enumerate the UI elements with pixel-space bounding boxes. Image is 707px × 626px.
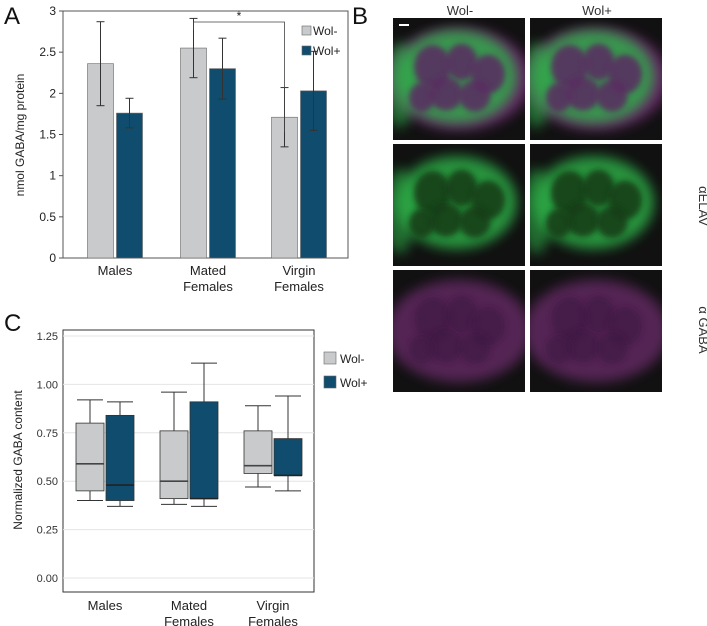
panel-c-frame [62, 329, 315, 593]
legend-label: Wol- [340, 352, 364, 366]
panel-c-category-label: Mated [171, 598, 207, 613]
panel-a-category-males: Males [98, 263, 133, 278]
column-label-wol-minus: Wol- [447, 3, 473, 18]
legend-swatch [323, 351, 337, 365]
box-wol-virgin-females [273, 395, 303, 492]
panel-a-legend-wol: Wol+ [301, 44, 340, 58]
panel-c-boxes [75, 362, 303, 507]
significance-bracket: * [193, 9, 285, 132]
row-label-gaba: α GABA [696, 306, 707, 354]
panel-c-y-tick-label: 0.75 [37, 428, 58, 440]
panel-c-category-males: Males [88, 598, 123, 613]
bar-wol-mated-females [209, 68, 236, 259]
panel-c-category-label: Females [164, 614, 214, 626]
row-label-elav: αELAV [696, 186, 707, 226]
micrograph-wol-gaba [393, 270, 525, 392]
box-wol-males [75, 399, 105, 502]
panel-c-legend-wol: Wol- [323, 351, 364, 366]
panel-c-category-label: Females [248, 614, 298, 626]
box-wol-mated-females [159, 391, 189, 505]
panel-c-y-tick-label: 1.00 [37, 379, 58, 391]
panel-c-category-label: Virgin [256, 598, 289, 613]
micrograph-wol-elav [393, 144, 525, 266]
panel-c-y-tick-label: 1.25 [37, 331, 58, 343]
panel-a-category-label: Females [183, 279, 233, 294]
micrograph-grid [393, 18, 662, 392]
legend-label: Wol- [313, 24, 337, 38]
legend-label: Wol+ [340, 376, 367, 390]
panel-b-letter: B [352, 3, 368, 30]
panel-c-y-tick-label: 0.50 [37, 476, 58, 488]
panel-c: C 0.00 0.25 0.50 0.75 1.00 1.25 Normalized GA… [4, 310, 367, 626]
bar-wol-mated-females [180, 47, 207, 259]
error-bar-wol-males [125, 97, 134, 129]
micrograph-wol-merge [393, 18, 525, 140]
panel-a-y-axis-title: nmol GABA/mg protein [13, 74, 27, 197]
bar-wol-males [116, 112, 143, 259]
panel-a-legend: Wol- Wol+ [301, 24, 340, 58]
box-wol-mated-females [189, 362, 219, 507]
panel-b: B Wol- Wol+ αELAV α GABA [352, 3, 707, 392]
error-bar-wol-males [96, 21, 105, 107]
panel-c-y-tick-label: 0.00 [37, 573, 58, 585]
micrograph-wol-merge [530, 18, 662, 140]
panel-a-category-label: Virgin [282, 263, 315, 278]
micrograph-wol-elav [530, 144, 662, 266]
panel-a-y-tick-label: 2 [49, 86, 56, 100]
error-bar-wol-mated-females [218, 37, 227, 100]
panel-c-legend: Wol- Wol+ [323, 351, 367, 390]
panel-a-y-tick-label: 0 [49, 251, 56, 265]
panel-a-category-label: Females [274, 279, 324, 294]
panel-a: A 0 0.5 1 1.5 2 2.5 3 nmol GABA/mg protein * M… [4, 3, 349, 294]
panel-a-letter: A [4, 3, 20, 30]
panel-a-y-tick-label: 1.5 [39, 128, 56, 142]
legend-swatch [301, 45, 312, 56]
panel-c-y-tick-label: 0.25 [37, 525, 58, 537]
panel-a-legend-wol: Wol- [301, 24, 337, 38]
box-wol-virgin-females [243, 405, 273, 488]
legend-swatch [301, 25, 312, 36]
panel-a-category-label: Mated [190, 263, 226, 278]
column-label-wol-plus: Wol+ [582, 3, 612, 18]
box-wol-males [105, 401, 135, 507]
significance-star: * [237, 9, 242, 23]
panel-a-y-tick-label: 2.5 [39, 45, 56, 59]
panel-a-category-label: Males [98, 263, 133, 278]
legend-label: Wol+ [313, 44, 340, 58]
panel-c-category-label: Males [88, 598, 123, 613]
panel-c-legend-wol: Wol+ [323, 375, 367, 390]
panel-a-y-tick-label: 3 [49, 4, 56, 18]
panel-a-y-tick-label: 0.5 [39, 210, 56, 224]
scale-bar [399, 24, 409, 26]
panel-c-y-axis-title: Normalized GABA content [11, 390, 25, 530]
panel-a-bars: * [87, 9, 327, 259]
panel-c-letter: C [4, 310, 21, 337]
legend-swatch [323, 375, 337, 389]
micrograph-wol-gaba [530, 270, 662, 392]
panel-a-y-tick-label: 1 [49, 169, 56, 183]
